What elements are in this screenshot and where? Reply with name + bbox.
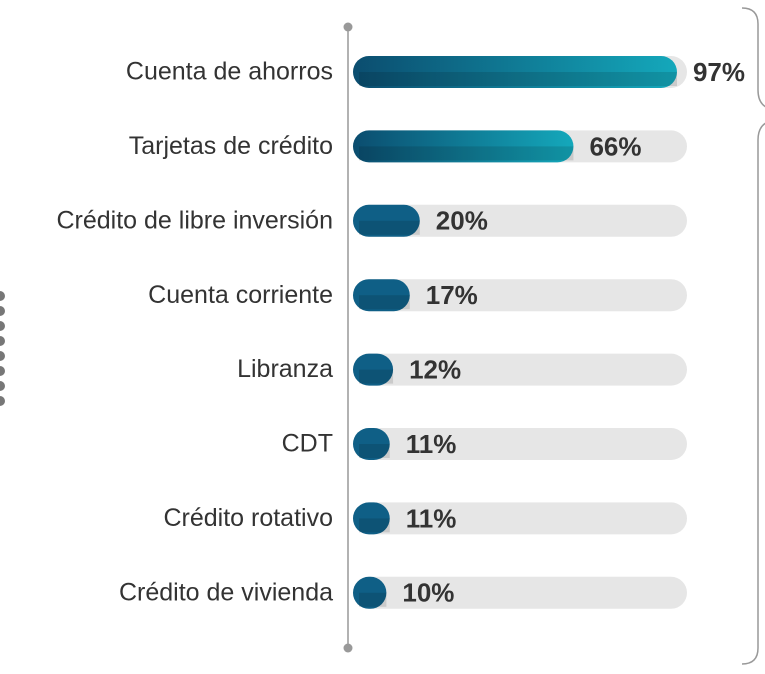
bar [353,576,387,609]
category-label: Libranza [237,355,333,383]
bar-track [353,576,687,609]
bar [353,204,420,237]
bar [353,56,677,88]
category-label: Cuenta corriente [148,281,333,309]
value-label: 11% [406,503,457,533]
category-label: Crédito de vivienda [119,578,333,606]
side-dots [0,291,5,406]
category-label: CDT [282,430,333,458]
bar [353,353,394,386]
value-label: 97% [693,57,745,87]
category-label: Crédito rotativo [163,504,333,532]
bar-shade [359,72,677,86]
bar-shade [359,444,390,458]
value-label: 10% [402,578,454,608]
axis-dot [343,643,353,653]
value-label: 66% [589,131,641,161]
brace [741,122,765,665]
value-label: 12% [409,354,461,384]
bar-shade [359,146,574,161]
bar-track [353,204,687,237]
bar-track [353,353,687,386]
axis-dot [343,22,353,32]
bar-shade [359,369,394,384]
bar [353,130,574,163]
category-label: Cuenta de ahorros [126,58,333,86]
bar [353,502,390,535]
bar-track [353,502,687,535]
value-label: 11% [406,429,457,459]
bar-track [353,428,687,460]
bar-track [353,279,687,312]
bar-shade [359,220,420,235]
bar [353,279,410,312]
value-label: 20% [436,206,488,236]
value-label: 17% [426,280,478,310]
bar-shade [359,592,387,607]
category-label: Crédito de libre inversión [56,206,333,234]
bar-shade [359,518,390,533]
bar-shade [359,295,410,310]
brace [741,7,765,108]
bar [353,428,390,460]
category-label: Tarjetas de crédito [129,132,333,160]
